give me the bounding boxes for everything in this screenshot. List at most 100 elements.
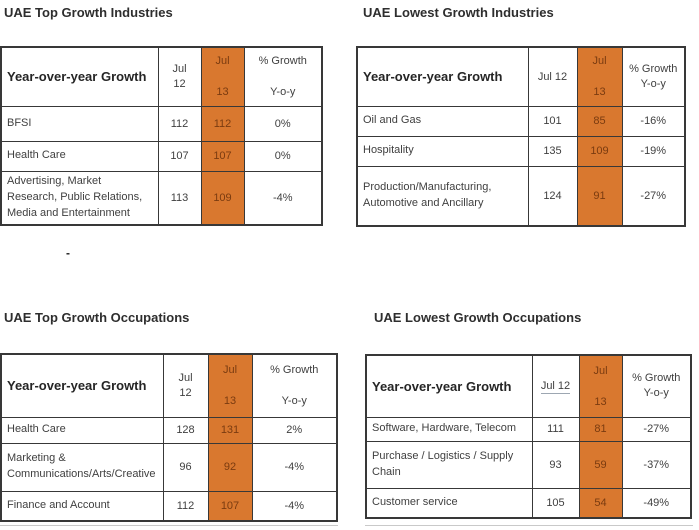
row-label-cell: BFSI bbox=[0, 105, 159, 142]
row-label-cell: Health Care bbox=[0, 140, 159, 172]
header-jul13-line1: Jul bbox=[215, 55, 230, 68]
pct-value-cell: 0% bbox=[243, 140, 323, 172]
header-jul12: Jul 12 bbox=[531, 354, 580, 418]
stray-dash: - bbox=[66, 246, 70, 260]
header-pct-growth: % Growth Y-o-y bbox=[243, 46, 323, 107]
table-header-row: Year-over-year Growth Jul 12 Jul 13 % Gr… bbox=[365, 354, 692, 418]
jul12-value-cell: 111 bbox=[531, 416, 580, 442]
header-jul12-line1: Jul 12 bbox=[540, 380, 571, 395]
jul12-value-cell: 93 bbox=[531, 440, 580, 489]
jul13-value-cell: 107 bbox=[207, 490, 253, 522]
top-growth-industries-table: Year-over-year Growth Jul 12 Jul 13 % Gr… bbox=[0, 46, 323, 226]
header-jul12-line1: Jul 12 bbox=[537, 70, 568, 83]
table-row: Oil and Gas 101 85 -16% bbox=[356, 105, 686, 137]
pct-value-cell: -4% bbox=[251, 442, 338, 492]
pct-value-cell: -37% bbox=[621, 440, 692, 489]
header-pct-line2: Y-o-y bbox=[281, 395, 307, 408]
lowest-growth-occupations-table: Year-over-year Growth Jul 12 Jul 13 % Gr… bbox=[365, 354, 692, 519]
header-jul13-line1: Jul bbox=[593, 364, 608, 377]
jul12-value-cell: 112 bbox=[162, 490, 209, 522]
jul13-value-cell: 92 bbox=[207, 442, 253, 492]
pct-value-cell: 2% bbox=[251, 416, 338, 444]
row-label-cell: Software, Hardware, Telecom bbox=[365, 416, 533, 442]
header-jul13-line2: 13 bbox=[594, 395, 607, 408]
pct-value-cell: -19% bbox=[621, 135, 686, 167]
header-jul12: Jul 12 bbox=[527, 46, 578, 107]
header-jul13: Jul 13 bbox=[576, 46, 623, 107]
jul13-value-cell: 59 bbox=[578, 440, 623, 489]
jul12-value-cell: 105 bbox=[531, 487, 580, 519]
jul12-value-cell: 96 bbox=[162, 442, 209, 492]
row-label-cell: Oil and Gas bbox=[356, 105, 529, 137]
table-row: Health Care 128 131 2% bbox=[0, 416, 338, 444]
header-jul13-line1: Jul bbox=[222, 364, 238, 377]
table-row: Software, Hardware, Telecom 111 81 -27% bbox=[365, 416, 692, 442]
section-title-lowest-growth-occupations: UAE Lowest Growth Occupations bbox=[374, 310, 582, 325]
table-row: Hospitality 135 109 -19% bbox=[356, 135, 686, 167]
header-pct-growth: % Growth Y-o-y bbox=[621, 46, 686, 107]
header-pct-line1: % Growth bbox=[632, 372, 681, 385]
top-growth-occupations-table: Year-over-year Growth Jul 12 Jul 13 % Gr… bbox=[0, 353, 338, 522]
header-metric: Year-over-year Growth bbox=[0, 46, 159, 107]
jul13-value-cell: 107 bbox=[200, 140, 245, 172]
table-header-row: Year-over-year Growth Jul 12 Jul 13 % Gr… bbox=[0, 353, 338, 418]
table-row: Health Care 107 107 0% bbox=[0, 140, 323, 172]
header-pct-line2: Y-o-y bbox=[640, 77, 666, 90]
jul13-value-cell: 91 bbox=[576, 165, 623, 227]
header-pct-line1: % Growth bbox=[629, 62, 678, 75]
jul12-value-cell: 112 bbox=[157, 105, 202, 142]
pct-value-cell: -27% bbox=[621, 416, 692, 442]
table-row: Purchase / Logistics / Supply Chain 93 5… bbox=[365, 440, 692, 489]
row-label-cell: Advertising, Market Research, Public Rel… bbox=[0, 170, 159, 226]
table-continuation-line bbox=[0, 525, 338, 526]
table-row: Advertising, Market Research, Public Rel… bbox=[0, 170, 323, 226]
jul12-value-cell: 135 bbox=[527, 135, 578, 167]
header-jul12: Jul 12 bbox=[157, 46, 202, 107]
header-jul12-line2: 12 bbox=[173, 77, 186, 90]
header-jul13-line2: 13 bbox=[593, 86, 606, 99]
header-jul12-line2: 12 bbox=[179, 386, 192, 399]
jul13-value-cell: 131 bbox=[207, 416, 253, 444]
table-row: Customer service 105 54 -49% bbox=[365, 487, 692, 519]
header-jul13: Jul 13 bbox=[207, 353, 253, 418]
section-title-top-growth-occupations: UAE Top Growth Occupations bbox=[4, 310, 190, 325]
header-jul13-line1: Jul bbox=[592, 55, 607, 68]
row-label-cell: Production/Manufacturing, Automotive and… bbox=[356, 165, 529, 227]
header-metric: Year-over-year Growth bbox=[0, 353, 164, 418]
row-label-cell: Customer service bbox=[365, 487, 533, 519]
jul13-value-cell: 54 bbox=[578, 487, 623, 519]
header-jul12-line1: Jul bbox=[172, 62, 187, 75]
table-row: Marketing & Communications/Arts/Creative… bbox=[0, 442, 338, 492]
header-pct-line1: % Growth bbox=[270, 364, 319, 377]
jul13-value-cell: 109 bbox=[200, 170, 245, 226]
header-jul12-line1: Jul bbox=[178, 371, 193, 384]
jul12-value-cell: 101 bbox=[527, 105, 578, 137]
table-row: BFSI 112 112 0% bbox=[0, 105, 323, 142]
pct-value-cell: -16% bbox=[621, 105, 686, 137]
pct-value-cell: -4% bbox=[251, 490, 338, 522]
pct-value-cell: 0% bbox=[243, 105, 323, 142]
header-jul13: Jul 13 bbox=[578, 354, 623, 418]
jul13-value-cell: 81 bbox=[578, 416, 623, 442]
row-label-cell: Hospitality bbox=[356, 135, 529, 167]
row-label-cell: Health Care bbox=[0, 416, 164, 444]
header-jul13-line2: 13 bbox=[223, 395, 237, 408]
section-title-top-growth-industries: UAE Top Growth Industries bbox=[4, 5, 173, 20]
jul13-value-cell: 85 bbox=[576, 105, 623, 137]
header-jul13-line2: 13 bbox=[216, 86, 229, 99]
table-row: Finance and Account 112 107 -4% bbox=[0, 490, 338, 522]
header-pct-line1: % Growth bbox=[258, 55, 307, 68]
pct-value-cell: -49% bbox=[621, 487, 692, 519]
table-continuation-line bbox=[365, 525, 693, 526]
row-label-cell: Purchase / Logistics / Supply Chain bbox=[365, 440, 533, 489]
header-jul13: Jul 13 bbox=[200, 46, 245, 107]
header-pct-growth: % Growth Y-o-y bbox=[621, 354, 692, 418]
section-title-lowest-growth-industries: UAE Lowest Growth Industries bbox=[363, 5, 554, 20]
header-metric: Year-over-year Growth bbox=[356, 46, 529, 107]
lowest-growth-industries-table: Year-over-year Growth Jul 12 Jul 13 % Gr… bbox=[356, 46, 686, 227]
jul13-value-cell: 109 bbox=[576, 135, 623, 167]
jul13-value-cell: 112 bbox=[200, 105, 245, 142]
jul12-value-cell: 113 bbox=[157, 170, 202, 226]
table-header-row: Year-over-year Growth Jul 12 Jul 13 % Gr… bbox=[0, 46, 323, 107]
table-row: Production/Manufacturing, Automotive and… bbox=[356, 165, 686, 227]
